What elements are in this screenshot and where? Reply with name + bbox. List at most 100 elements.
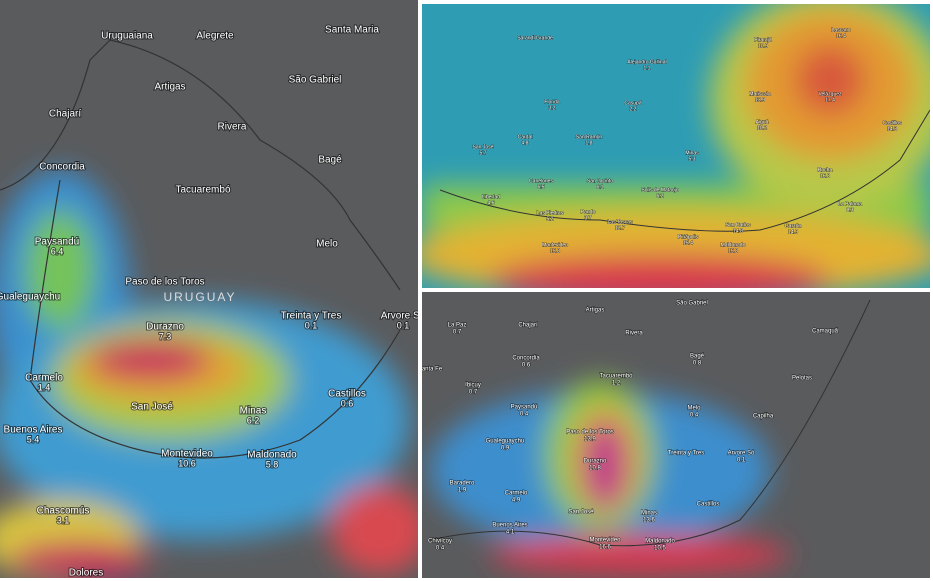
place-name: Bagé	[690, 354, 705, 360]
place-value: 6.1	[597, 184, 604, 190]
place-value: 10.2	[757, 125, 767, 131]
place-name: URUGUAY	[163, 290, 236, 304]
place-name: Mariscala	[749, 91, 771, 97]
place-value: 0.7	[453, 330, 462, 336]
place-value: 7.3	[159, 331, 172, 341]
place-name: Chajarí	[49, 109, 81, 120]
place-name: Maldonado	[247, 450, 297, 461]
place-value: 14.9	[788, 229, 798, 235]
place-name: Santa Maria	[325, 25, 379, 36]
place-value: 0.7	[469, 390, 478, 396]
place-name: São Gabriel	[676, 301, 708, 307]
place-name: Minas	[641, 511, 657, 517]
place-name: La Paloma	[838, 201, 862, 207]
place-name: Canelones	[529, 178, 553, 184]
place-name: Arvore Só	[381, 311, 426, 322]
place-value: 6.2	[247, 415, 260, 425]
place-value: 0.6	[341, 398, 354, 408]
place-value: 6.5	[538, 184, 545, 190]
place-name: Las Piedras	[537, 210, 564, 216]
place-name: Concordia	[39, 162, 85, 173]
place-name: Las Toscas	[608, 219, 633, 225]
place-name: Chascomús	[37, 506, 90, 517]
place-value: 6.4	[51, 246, 64, 256]
place-value: 0.4	[436, 546, 445, 552]
place-value: 13.9	[584, 437, 596, 443]
map-panel-left: Uruguaiana Alegrete Santa Maria Artigas São …	[0, 0, 426, 578]
place-value: 0.4	[520, 412, 529, 418]
place-name: La Paz	[448, 323, 467, 329]
place-name: Arvore Só	[728, 451, 755, 457]
place-name: Pando	[581, 209, 596, 215]
place-name: Castillos	[883, 120, 902, 126]
place-name: Capilha	[753, 414, 774, 420]
place-name: Uruguaiana	[101, 31, 153, 42]
place-name: Piriápolis	[678, 234, 699, 240]
place-name: Montevideo	[542, 242, 568, 248]
place-name: Carmelo	[25, 373, 63, 384]
place-name: San Ramón	[576, 134, 603, 140]
place-name: San José	[131, 402, 173, 413]
place-value: 12.7	[615, 225, 625, 231]
place-name: Bagé	[318, 155, 342, 166]
place-name: Carmelo	[505, 491, 528, 497]
place-name: Aiguá	[756, 119, 769, 125]
place-value: 16.6	[599, 545, 611, 551]
place-name: Concordia	[512, 356, 540, 362]
place-name: Buenos Aires	[492, 523, 527, 529]
place-value: 15.8	[550, 248, 560, 254]
place-value: 0.1	[305, 320, 318, 330]
place-value: 5.7	[480, 150, 487, 156]
place-name: Gualeguaychu	[486, 439, 525, 445]
place-name: Castillos	[697, 502, 720, 508]
place-name: Durazno	[146, 322, 184, 333]
place-name: Melo	[316, 239, 338, 250]
place-name: Sarandí Grande	[517, 35, 553, 41]
place-name: San José	[568, 510, 594, 516]
place-name: Paso de los Toros	[566, 430, 614, 436]
place-name: Chivilcoy	[428, 539, 452, 545]
place-name: Santa Fe	[418, 367, 443, 373]
place-name: Casupá	[624, 100, 641, 106]
place-value: 13.6	[643, 518, 655, 524]
place-name: Minas	[240, 406, 267, 417]
place-value: 5.4	[27, 434, 40, 444]
place-name: Treinta y Tres	[281, 311, 342, 322]
place-name: Paysandú	[35, 237, 79, 248]
place-name: Montevideo	[161, 449, 213, 460]
place-value: 14.3	[887, 126, 897, 132]
place-name: Buenos Aires	[4, 425, 63, 436]
place-value: 1.1	[644, 65, 651, 71]
place-value: 16.8	[820, 173, 830, 179]
place-value: 13.9	[755, 97, 765, 103]
place-name: Durazno	[584, 459, 607, 465]
place-value: 10.8	[589, 466, 601, 472]
place-name: Velázquez	[818, 91, 842, 97]
place-value: 3.2	[549, 105, 556, 111]
place-value: 5.8	[266, 459, 279, 469]
place-name: Pirarajá	[754, 37, 771, 43]
place-value: 8.3	[847, 207, 854, 213]
place-value: 0.4	[690, 413, 699, 419]
place-value: 0.6	[522, 363, 531, 369]
place-value: 1.4	[38, 382, 51, 392]
place-value: 0.9	[501, 446, 510, 452]
place-value: 3.7	[585, 215, 592, 221]
place-name: Gualeguaychu	[0, 292, 60, 303]
place-name: Minas	[685, 150, 699, 156]
place-name: Tacuarembó	[175, 185, 230, 196]
place-value: 10.6	[178, 458, 196, 468]
place-name: Tacuarembó	[599, 374, 633, 380]
place-name: Alegrete	[196, 31, 234, 42]
place-name: San José	[473, 144, 494, 150]
place-value: 2.2	[630, 106, 637, 112]
place-value: 4.6	[488, 200, 495, 206]
place-name: Paysandú	[511, 405, 538, 411]
place-name: São Gabriel	[289, 75, 342, 86]
place-value: 4.9	[512, 498, 521, 504]
place-name: Florida	[544, 99, 560, 105]
place-name: San Carlos	[726, 222, 751, 228]
